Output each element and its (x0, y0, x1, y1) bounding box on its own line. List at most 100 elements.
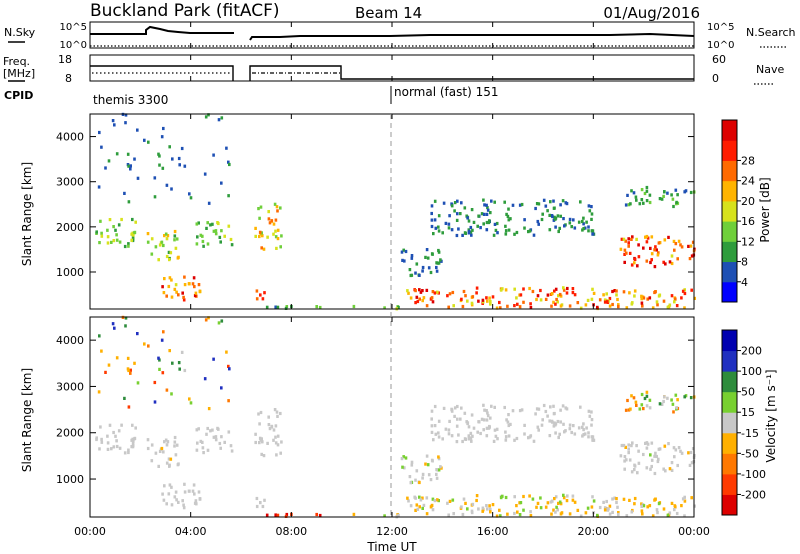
power-cell (201, 234, 204, 238)
velocity-cell (640, 392, 644, 397)
velocity-cell (414, 478, 417, 482)
colorbar-label: 16 (741, 215, 755, 228)
power-cell (504, 288, 508, 292)
power-cell (280, 234, 283, 238)
power-cell (183, 283, 187, 287)
velocity-cell (230, 449, 234, 453)
power-cell (167, 250, 171, 254)
power-cell (640, 294, 643, 298)
velocity-cell (178, 367, 181, 371)
velocity-cell (276, 513, 280, 517)
power-cell (535, 202, 539, 206)
velocity-cell (518, 409, 522, 413)
power-cell (220, 181, 223, 185)
power-cell (489, 302, 492, 306)
velocity-cell (683, 499, 687, 503)
power-cell (100, 234, 104, 238)
velocity-cell (633, 496, 637, 501)
velocity-cell (570, 430, 573, 435)
power-cell (587, 225, 590, 229)
power-cell (254, 226, 257, 230)
power-cell (466, 216, 469, 220)
power-cell (633, 261, 636, 265)
colorbar-label: 50 (741, 386, 755, 399)
velocity-cell (111, 322, 115, 326)
velocity-cell (584, 511, 588, 515)
velocity-cell (630, 510, 634, 514)
velocity-cell (453, 414, 456, 418)
velocity-cell (645, 441, 649, 445)
power-cell (605, 292, 608, 296)
power-cell (431, 252, 434, 256)
velocity-cell (634, 400, 638, 404)
power-cell (693, 296, 696, 300)
velocity-cell (626, 398, 629, 403)
velocity-cell (227, 399, 230, 403)
power-cell (495, 306, 499, 310)
velocity-cell (559, 408, 562, 412)
power-cell (220, 229, 223, 233)
velocity-cell (615, 500, 618, 505)
velocity-cell (640, 403, 644, 407)
colorbar-segment (722, 371, 737, 393)
power-cell (430, 218, 434, 222)
power-cell (611, 289, 614, 294)
velocity-cell (414, 496, 417, 500)
velocity-cell (490, 404, 493, 408)
power-cell (650, 258, 653, 262)
velocity-cell (670, 461, 674, 465)
power-cell (100, 231, 103, 235)
velocity-cell (531, 497, 535, 501)
velocity-cell (469, 436, 473, 440)
power-cell (430, 296, 434, 300)
velocity-cell (672, 410, 675, 414)
velocity-cell (161, 371, 165, 375)
velocity-cell (433, 499, 437, 503)
power-cell (631, 235, 634, 239)
velocity-cell (644, 441, 647, 445)
power-cell (674, 242, 678, 246)
velocity-cell (165, 502, 168, 506)
velocity-cell (504, 435, 508, 439)
power-cell (133, 157, 136, 161)
power-cell (470, 301, 474, 305)
velocity-cell (410, 463, 414, 467)
velocity-cell (275, 453, 278, 457)
velocity-cell (651, 514, 655, 518)
velocity-cell (276, 443, 280, 447)
velocity-cell (430, 417, 433, 421)
power-cell (409, 273, 413, 278)
velocity-cell (383, 514, 386, 518)
power-cell (520, 202, 524, 207)
power-cell (528, 229, 532, 233)
power-cell (570, 225, 573, 229)
velocity-panel: Slant Range [km] 1000 2000 3000 4000 (20, 315, 696, 519)
power-cell (467, 229, 471, 233)
power-cell (456, 212, 459, 216)
power-cell (642, 246, 645, 250)
velocity-cell (540, 423, 544, 427)
velocity-cell (205, 432, 208, 436)
power-cell (651, 306, 655, 310)
velocity-cell (628, 498, 631, 502)
power-cell (582, 216, 585, 220)
power-cell (559, 203, 562, 207)
velocity-cell (201, 440, 204, 444)
colorbar-frame (721, 119, 738, 303)
power-cell (507, 228, 511, 232)
velocity-cell (622, 497, 626, 501)
velocity-cell (582, 433, 585, 437)
velocity-cell (676, 398, 679, 402)
power-cell (537, 222, 540, 226)
power-cell (157, 152, 160, 156)
colorbar-segment (722, 391, 737, 413)
velocity-cell (430, 503, 434, 507)
velocity-cell (100, 437, 103, 441)
power-cell (227, 194, 230, 198)
power-cell (555, 297, 558, 302)
nsky-label: N.Sky (4, 26, 36, 39)
velocity-cell (467, 425, 471, 429)
power-cell (582, 222, 585, 226)
velocity-cell (441, 437, 444, 441)
velocity-cell (165, 461, 169, 465)
